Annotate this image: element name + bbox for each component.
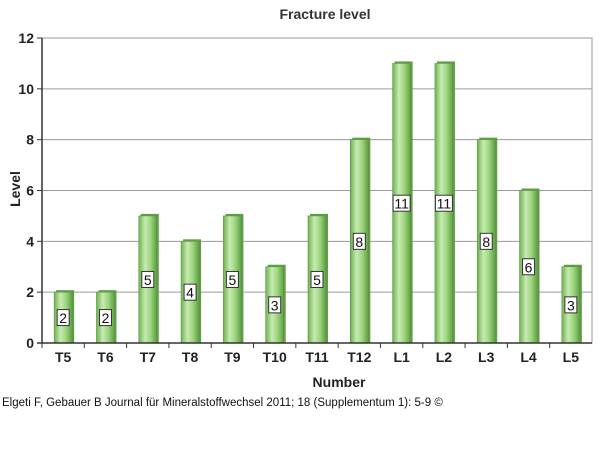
x-tick-label: T6 (97, 349, 114, 365)
data-label: 2 (102, 310, 110, 326)
data-label: 8 (482, 234, 490, 250)
data-label: 11 (437, 196, 452, 212)
data-label-box (225, 270, 239, 288)
y-tick-label: 10 (18, 81, 34, 97)
y-tick-label: 2 (26, 284, 34, 300)
x-tick-label: T11 (305, 349, 329, 365)
data-label: 5 (228, 272, 236, 288)
x-axis-label: Number (313, 374, 366, 390)
x-tick-label: L3 (478, 349, 495, 365)
data-label-box (141, 270, 155, 288)
x-tick-label: T7 (140, 349, 157, 365)
data-label: 11 (394, 196, 409, 212)
chart-title: Fracture level (279, 6, 370, 22)
data-label-box (522, 258, 536, 276)
data-label-box (310, 270, 324, 288)
x-tick-label: L4 (520, 349, 537, 365)
source-credit: Elgeti F, Gebauer B Journal für Minerals… (2, 397, 443, 409)
x-tick-label: T10 (263, 349, 287, 365)
data-label-box (56, 309, 70, 327)
x-tick-label: T8 (182, 349, 199, 365)
x-tick-label: T9 (224, 349, 241, 365)
data-label-box (183, 283, 197, 301)
y-tick-label: 0 (26, 335, 34, 351)
x-tick-label: T5 (55, 349, 72, 365)
x-tick-label: L1 (393, 349, 410, 365)
data-label-box (268, 296, 282, 314)
data-label: 4 (186, 285, 194, 301)
data-label: 3 (271, 297, 279, 313)
y-tick-label: 8 (26, 132, 34, 148)
x-tick-label: L2 (436, 349, 453, 365)
x-tick-label: T12 (347, 349, 371, 365)
y-tick-label: 12 (18, 30, 34, 46)
data-label: 6 (525, 259, 533, 275)
data-label-box (564, 296, 578, 314)
data-label: 5 (144, 272, 152, 288)
data-label-box (434, 194, 453, 212)
data-label-box (392, 194, 411, 212)
data-label: 2 (59, 310, 67, 326)
x-tick-label: L5 (563, 349, 580, 365)
data-label-box (98, 309, 112, 327)
y-tick-label: 4 (26, 233, 34, 249)
data-label-box (352, 232, 366, 250)
data-label-box (479, 232, 493, 250)
y-tick-label: 6 (26, 183, 34, 199)
data-label: 3 (567, 297, 575, 313)
bar-chart: Fracture level Level Number 2 2 5 4 5 3 5 8 11 11… (7, 6, 593, 390)
data-label: 5 (313, 272, 321, 288)
data-label: 8 (355, 234, 363, 250)
y-axis-label: Level (7, 171, 23, 207)
